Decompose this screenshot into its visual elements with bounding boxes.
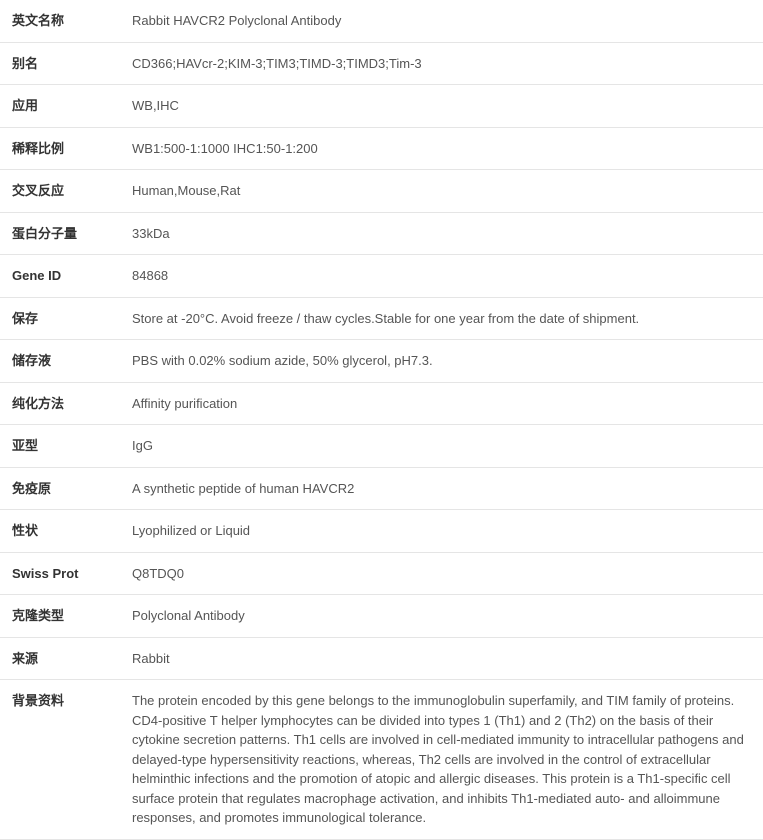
spec-label: 交叉反应	[0, 170, 120, 213]
table-row: 保存 Store at -20°C. Avoid freeze / thaw c…	[0, 297, 763, 340]
table-row: 蛋白分子量 33kDa	[0, 212, 763, 255]
spec-label: 亚型	[0, 425, 120, 468]
spec-label: 应用	[0, 85, 120, 128]
table-row: 应用 WB,IHC	[0, 85, 763, 128]
spec-value: WB1:500-1:1000 IHC1:50-1:200	[120, 127, 763, 170]
table-row: Gene ID 84868	[0, 255, 763, 298]
spec-value: PBS with 0.02% sodium azide, 50% glycero…	[120, 340, 763, 383]
spec-value: The protein encoded by this gene belongs…	[120, 680, 763, 840]
spec-value: Lyophilized or Liquid	[120, 510, 763, 553]
spec-label: 保存	[0, 297, 120, 340]
spec-value: Rabbit HAVCR2 Polyclonal Antibody	[120, 0, 763, 42]
spec-label: 蛋白分子量	[0, 212, 120, 255]
spec-label: 纯化方法	[0, 382, 120, 425]
spec-table-body: 英文名称 Rabbit HAVCR2 Polyclonal Antibody 别…	[0, 0, 763, 839]
table-row: Swiss Prot Q8TDQ0	[0, 552, 763, 595]
table-row: 别名 CD366;HAVcr-2;KIM-3;TIM3;TIMD-3;TIMD3…	[0, 42, 763, 85]
spec-label: 来源	[0, 637, 120, 680]
spec-value: Polyclonal Antibody	[120, 595, 763, 638]
spec-label: Gene ID	[0, 255, 120, 298]
spec-value: A synthetic peptide of human HAVCR2	[120, 467, 763, 510]
spec-value: Human,Mouse,Rat	[120, 170, 763, 213]
spec-value: IgG	[120, 425, 763, 468]
spec-value: Store at -20°C. Avoid freeze / thaw cycl…	[120, 297, 763, 340]
spec-label: 克隆类型	[0, 595, 120, 638]
spec-value: Q8TDQ0	[120, 552, 763, 595]
table-row: 性状 Lyophilized or Liquid	[0, 510, 763, 553]
spec-label: 稀释比例	[0, 127, 120, 170]
spec-value: WB,IHC	[120, 85, 763, 128]
spec-value: 33kDa	[120, 212, 763, 255]
spec-label: 性状	[0, 510, 120, 553]
table-row: 稀释比例 WB1:500-1:1000 IHC1:50-1:200	[0, 127, 763, 170]
table-row: 来源 Rabbit	[0, 637, 763, 680]
table-row: 背景资料 The protein encoded by this gene be…	[0, 680, 763, 840]
spec-value: CD366;HAVcr-2;KIM-3;TIM3;TIMD-3;TIMD3;Ti…	[120, 42, 763, 85]
spec-label: 储存液	[0, 340, 120, 383]
table-row: 免疫原 A synthetic peptide of human HAVCR2	[0, 467, 763, 510]
spec-value: Rabbit	[120, 637, 763, 680]
table-row: 英文名称 Rabbit HAVCR2 Polyclonal Antibody	[0, 0, 763, 42]
specification-table: 英文名称 Rabbit HAVCR2 Polyclonal Antibody 别…	[0, 0, 763, 840]
spec-label: 英文名称	[0, 0, 120, 42]
table-row: 储存液 PBS with 0.02% sodium azide, 50% gly…	[0, 340, 763, 383]
spec-label: Swiss Prot	[0, 552, 120, 595]
table-row: 纯化方法 Affinity purification	[0, 382, 763, 425]
table-row: 交叉反应 Human,Mouse,Rat	[0, 170, 763, 213]
table-row: 亚型 IgG	[0, 425, 763, 468]
spec-value: Affinity purification	[120, 382, 763, 425]
table-row: 克隆类型 Polyclonal Antibody	[0, 595, 763, 638]
spec-label: 免疫原	[0, 467, 120, 510]
spec-value: 84868	[120, 255, 763, 298]
spec-label: 别名	[0, 42, 120, 85]
spec-label: 背景资料	[0, 680, 120, 840]
